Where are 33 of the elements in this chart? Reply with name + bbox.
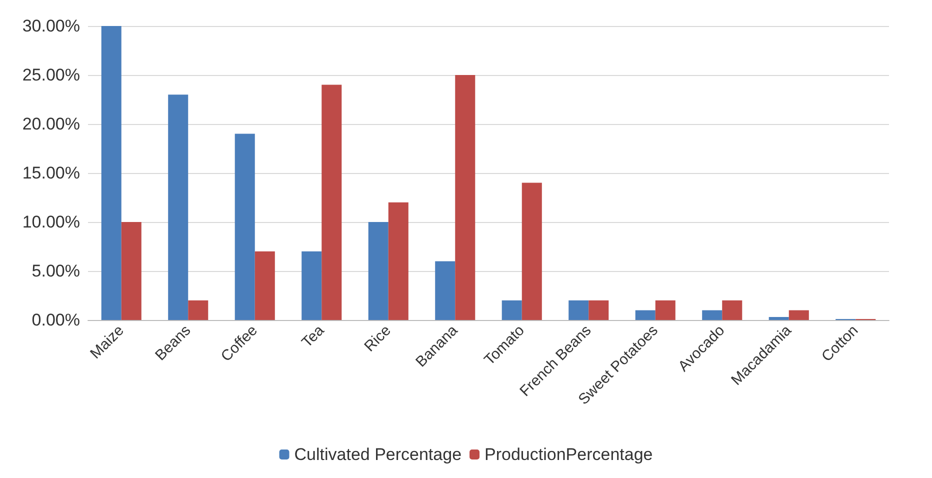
x-tick-label: Tea [298, 322, 328, 352]
bar [121, 222, 142, 320]
y-tick-label: 5.00% [32, 262, 80, 280]
bar [188, 300, 208, 320]
bar [455, 75, 476, 320]
bar [101, 26, 122, 320]
bar [768, 317, 789, 320]
bar [168, 94, 188, 320]
y-tick-label: 10.00% [22, 212, 80, 232]
y-tick-label: 30.00% [22, 16, 80, 36]
legend-label: ProductionPercentage [484, 445, 653, 464]
bar [368, 222, 388, 320]
bar [234, 134, 255, 320]
legend-label: Cultivated Percentage [294, 445, 462, 464]
bar [702, 310, 722, 320]
bar [568, 300, 589, 320]
bar [722, 300, 742, 320]
bar [435, 261, 456, 320]
bar [254, 251, 275, 320]
bar [522, 182, 542, 320]
bar [788, 310, 809, 320]
y-tick-label: 20.00% [22, 114, 80, 134]
bar [588, 300, 609, 320]
bar [302, 251, 322, 320]
bar [502, 300, 522, 320]
y-tick-label: 15.00% [22, 164, 80, 182]
x-tick-label: Rice [361, 322, 394, 356]
bar [655, 300, 676, 320]
bar [635, 310, 656, 320]
bar [322, 84, 342, 320]
y-tick-label: 0.00% [32, 310, 80, 330]
y-tick-label: 25.00% [22, 66, 80, 84]
bar [388, 202, 408, 320]
